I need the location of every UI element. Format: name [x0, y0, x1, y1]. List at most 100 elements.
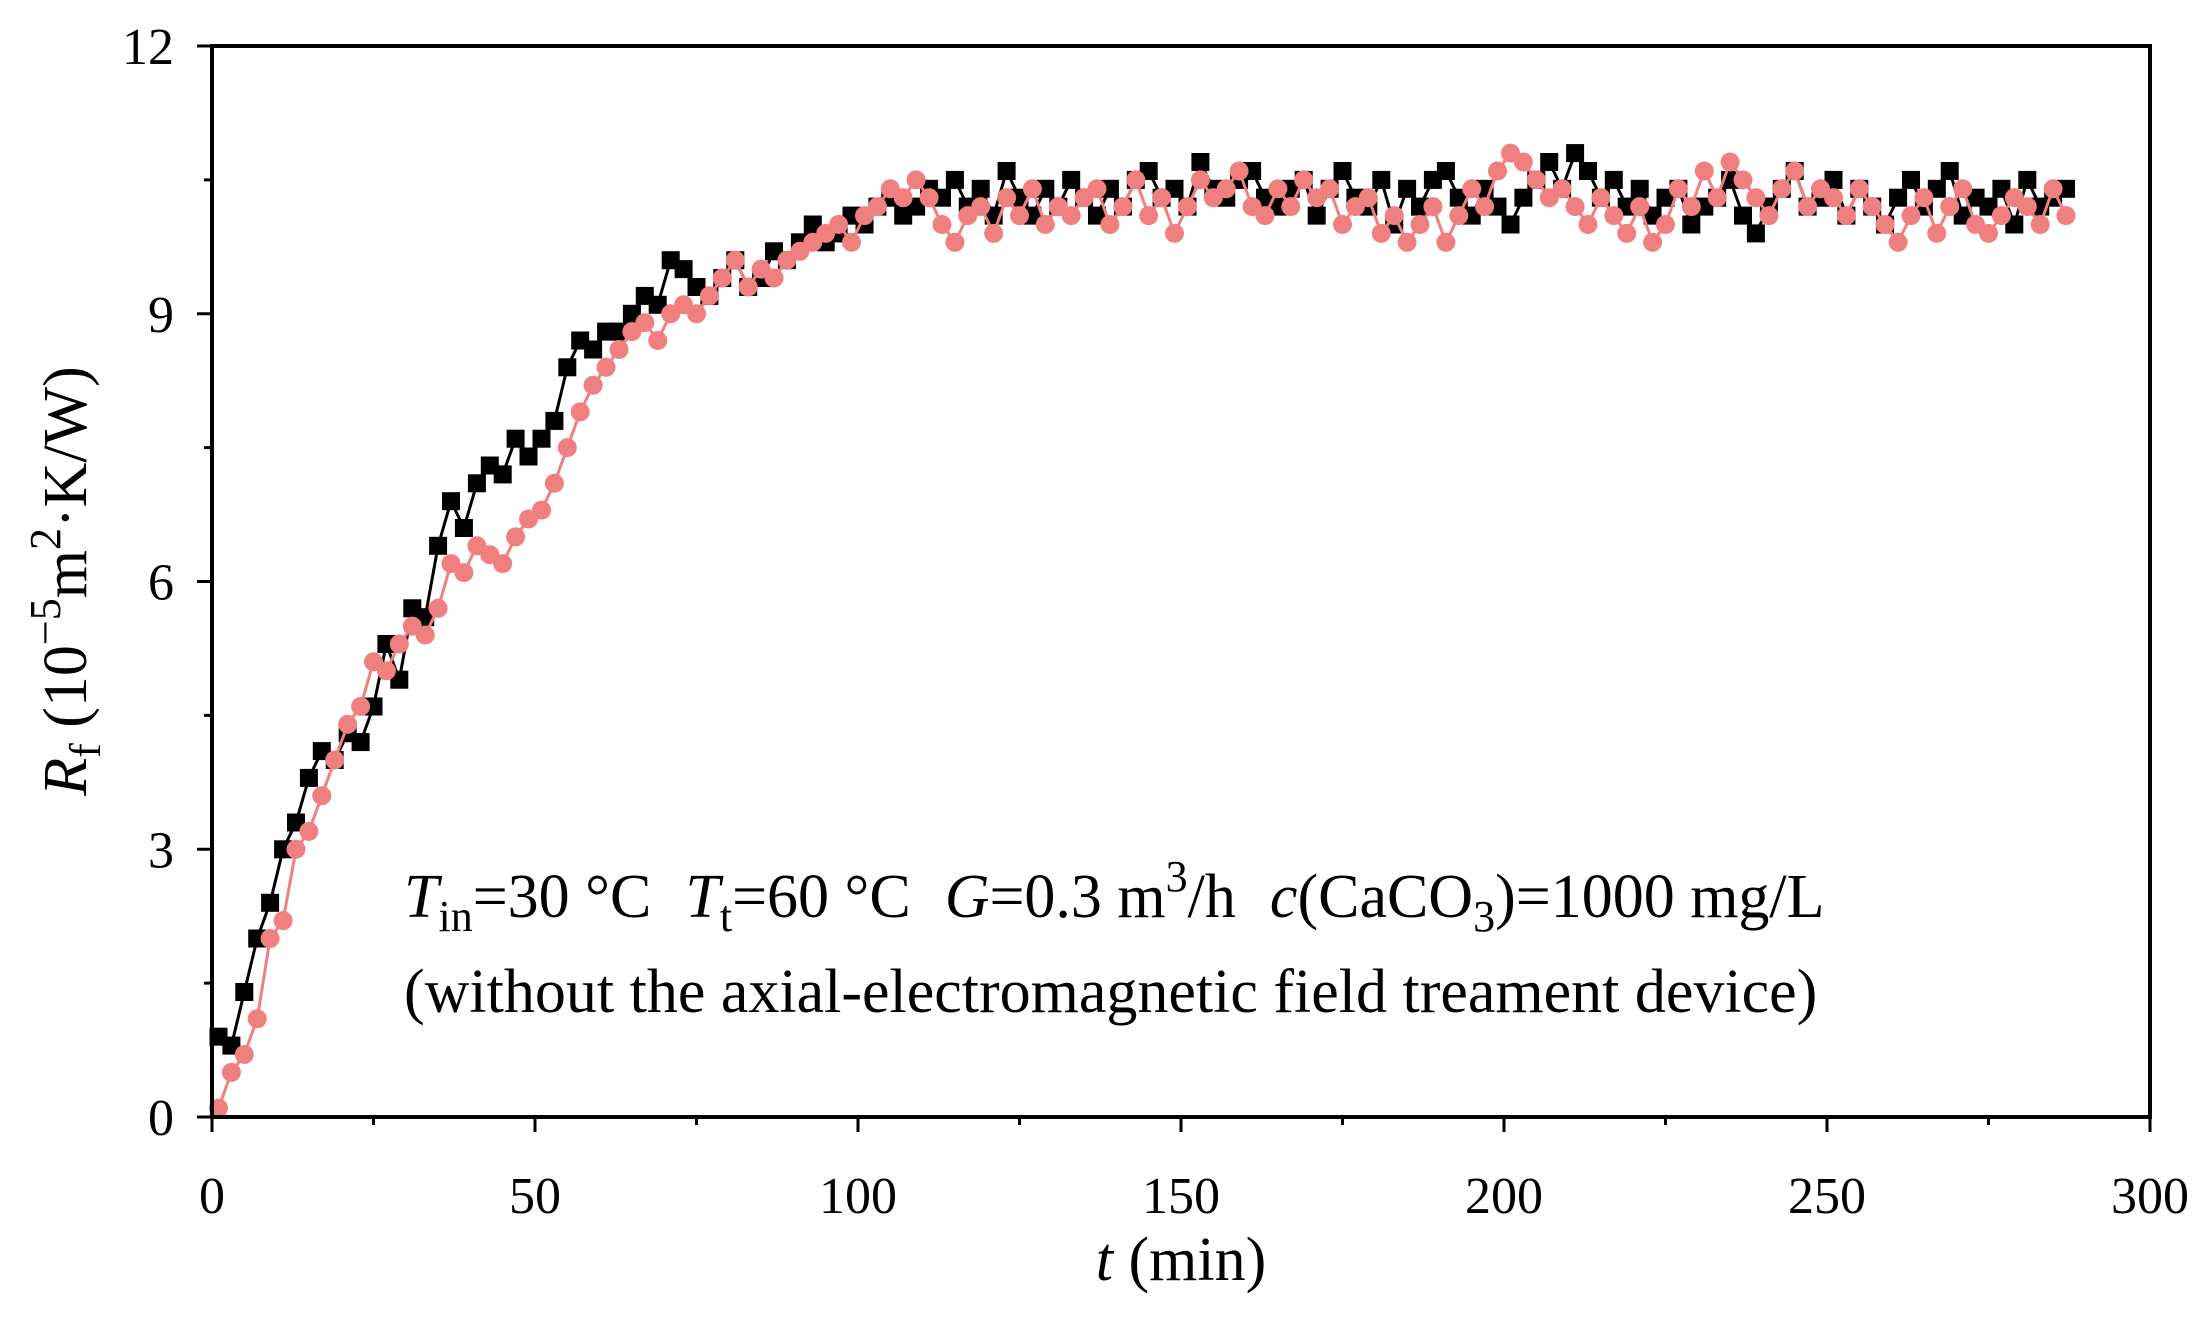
y-tick-label: 12: [122, 19, 174, 76]
data-point-circle: [1449, 206, 1469, 226]
c-close: )=1000 mg/L: [1495, 863, 1824, 931]
x-tick-label: 150: [1142, 1168, 1220, 1225]
x-tick-label: 50: [509, 1168, 561, 1225]
g-val: =0.3 m: [989, 863, 1165, 931]
data-point-square: [1604, 170, 1623, 189]
series-pink-circles: [209, 143, 2076, 1118]
data-point-circle: [699, 286, 719, 306]
t-in-var: T: [404, 863, 443, 931]
data-point-circle: [1604, 206, 1624, 226]
data-point-square: [1902, 170, 1920, 189]
x-tick-label: 200: [1465, 1168, 1543, 1225]
data-point-circle: [1927, 223, 1947, 243]
g-unit: /h: [1188, 863, 1236, 931]
x-tick-label: 0: [199, 1168, 225, 1225]
data-point-square: [532, 429, 551, 448]
c-open: (CaCO: [1297, 863, 1473, 931]
data-point-circle: [2017, 197, 2037, 217]
t-t-val: =60 °C: [732, 863, 911, 931]
data-point-square: [1268, 197, 1287, 216]
data-point-circle: [1824, 188, 1843, 208]
data-point-square: [1243, 162, 1262, 180]
data-point-square: [1436, 162, 1455, 180]
y-tick-label: 6: [148, 555, 174, 612]
data-point-circle: [2030, 215, 2050, 234]
data-point-square: [248, 929, 267, 948]
y-tick-label: 3: [148, 822, 174, 879]
y-axis-unit: ·K/W): [32, 366, 100, 528]
data-point-square: [364, 697, 383, 716]
data-point-square: [1746, 224, 1765, 243]
data-point-square: [351, 733, 370, 752]
data-point-square: [1824, 170, 1843, 189]
data-point-circle: [286, 839, 306, 859]
data-point-circle: [544, 473, 564, 493]
data-point-square: [274, 840, 293, 859]
data-point-circle: [1281, 197, 1301, 217]
data-point-circle: [1462, 179, 1482, 199]
t-t-var: T: [685, 863, 724, 931]
data-point-circle: [2056, 206, 2076, 226]
data-point-circle: [1513, 152, 1533, 172]
data-point-circle: [1901, 206, 1921, 226]
data-point-square: [1100, 179, 1119, 198]
x-axis-label: t (min): [1096, 1226, 1266, 1294]
data-point-circle: [829, 215, 849, 234]
data-point-square: [429, 536, 448, 555]
data-point-circle: [648, 331, 668, 350]
data-point-square: [1488, 197, 1507, 216]
data-point-circle: [1979, 223, 1998, 243]
data-point-circle: [338, 714, 358, 734]
data-point-circle: [1268, 179, 1288, 199]
data-point-circle: [570, 402, 590, 422]
data-point-circle: [1410, 215, 1430, 234]
data-point-circle: [1087, 179, 1107, 199]
data-point-circle: [1759, 206, 1779, 226]
data-point-circle: [1836, 206, 1856, 226]
data-point-circle: [1061, 206, 1081, 226]
data-point-square: [454, 519, 473, 537]
data-point-circle: [1707, 188, 1727, 208]
data-point-square: [1889, 188, 1908, 207]
g-exp: 3: [1166, 852, 1188, 901]
y-axis-exp2: 2: [21, 528, 70, 550]
data-point-circle: [712, 268, 732, 288]
data-point-circle: [1940, 197, 1960, 217]
data-point-circle: [1152, 188, 1172, 208]
data-point-square: [506, 429, 525, 448]
data-point-square: [493, 465, 512, 484]
data-point-circle: [945, 232, 965, 252]
data-point-circle: [1656, 215, 1675, 234]
data-point-square: [1682, 215, 1701, 234]
data-point-circle: [454, 563, 474, 583]
data-point-square: [933, 188, 951, 207]
data-point-circle: [1953, 179, 1973, 199]
data-point-circle: [1423, 197, 1443, 217]
x-tick-label: 300: [2111, 1168, 2189, 1225]
y-tick-label: 9: [148, 287, 174, 344]
data-point-circle: [2043, 179, 2063, 199]
data-point-circle: [1333, 215, 1352, 234]
data-point-circle: [1785, 161, 1805, 181]
data-point-circle: [984, 223, 1004, 243]
data-point-circle: [1643, 232, 1663, 252]
data-point-circle: [428, 598, 448, 618]
data-point-circle: [325, 750, 345, 770]
data-point-circle: [1914, 188, 1934, 208]
annotation-conditions: Tin=30 °C Tt=60 °C G=0.3 m3/h c(CaCO3)=1000…: [404, 852, 1825, 941]
data-point-circle: [1022, 179, 1042, 199]
x-axis-var: t: [1096, 1226, 1115, 1294]
data-point-circle: [1397, 232, 1417, 252]
data-point-circle: [506, 527, 526, 547]
data-point-circle: [1991, 206, 2011, 226]
data-point-circle: [1552, 179, 1572, 199]
data-point-circle: [389, 634, 409, 654]
data-point-circle: [971, 197, 991, 217]
data-point-circle: [1436, 232, 1456, 252]
t-in-val: =30 °C: [473, 863, 652, 931]
data-point-square: [971, 179, 990, 198]
data-point-circle: [1035, 215, 1055, 234]
data-point-circle: [234, 1045, 254, 1064]
data-point-square: [558, 358, 577, 377]
